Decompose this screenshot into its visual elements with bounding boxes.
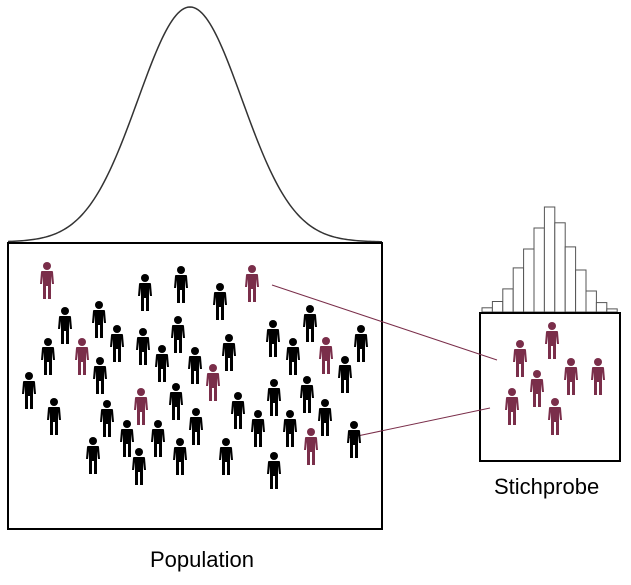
person-icon bbox=[93, 357, 107, 394]
person-icon bbox=[100, 400, 114, 437]
person-icon bbox=[283, 410, 297, 447]
sample-person-icon bbox=[505, 388, 519, 425]
person-icon bbox=[155, 345, 169, 382]
population-box bbox=[7, 242, 383, 530]
sampling-connector-line bbox=[271, 284, 498, 361]
person-icon bbox=[169, 383, 183, 420]
person-icon bbox=[41, 338, 55, 375]
person-icon bbox=[136, 328, 150, 365]
histogram-bar bbox=[543, 206, 556, 313]
sample-label: Stichprobe bbox=[494, 474, 600, 499]
histogram-bar bbox=[595, 302, 608, 313]
person-icon bbox=[58, 307, 72, 344]
person-icon bbox=[174, 266, 188, 303]
person-icon bbox=[231, 392, 245, 429]
person-icon bbox=[267, 379, 281, 416]
person-icon bbox=[151, 420, 165, 457]
person-icon bbox=[219, 438, 233, 475]
person-icon bbox=[222, 334, 236, 371]
person-icon bbox=[338, 356, 352, 393]
histogram-bar bbox=[575, 269, 587, 313]
person-icon bbox=[251, 410, 265, 447]
sample-people bbox=[505, 322, 605, 435]
sample-person-icon bbox=[530, 370, 544, 407]
sample-distribution-histogram bbox=[481, 206, 618, 313]
person-icon bbox=[138, 274, 152, 311]
person-icon bbox=[189, 408, 203, 445]
person-icon bbox=[266, 320, 280, 357]
sampled-person-icon bbox=[304, 428, 318, 465]
sampled-person-icon bbox=[40, 262, 54, 299]
person-icon bbox=[22, 372, 36, 409]
person-icon bbox=[173, 438, 187, 475]
person-icon bbox=[47, 398, 61, 435]
histogram-bar bbox=[491, 301, 504, 313]
person-icon bbox=[120, 420, 134, 457]
person-icon bbox=[110, 325, 124, 362]
person-icon bbox=[86, 437, 100, 474]
sampled-person-icon bbox=[206, 364, 220, 401]
person-icon bbox=[92, 301, 106, 338]
histogram-bar bbox=[606, 308, 618, 313]
person-icon bbox=[286, 338, 300, 375]
sample-person-icon bbox=[545, 322, 559, 359]
person-icon bbox=[171, 316, 185, 353]
sample-person-icon bbox=[591, 358, 605, 395]
sampled-person-icon bbox=[134, 388, 148, 425]
histogram-bar bbox=[502, 288, 514, 313]
sampled-person-icon bbox=[319, 337, 333, 374]
sampled-person-icon bbox=[245, 265, 259, 302]
histogram-bar bbox=[533, 227, 545, 313]
person-icon bbox=[132, 448, 146, 485]
person-icon bbox=[347, 421, 361, 458]
histogram-bar bbox=[554, 222, 566, 313]
sample-person-icon bbox=[513, 340, 527, 377]
histogram-bar bbox=[585, 290, 597, 313]
person-icon bbox=[300, 376, 314, 413]
person-icon bbox=[213, 283, 227, 320]
sample-person-icon bbox=[548, 398, 562, 435]
population-people bbox=[22, 262, 368, 489]
histogram-bar bbox=[523, 248, 535, 313]
person-icon bbox=[188, 347, 202, 384]
histogram-bar bbox=[564, 246, 577, 313]
person-icon bbox=[354, 325, 368, 362]
histogram-bar bbox=[481, 307, 493, 313]
person-icon bbox=[267, 452, 281, 489]
population-distribution-curve bbox=[7, 6, 383, 243]
sampling-connector-line bbox=[347, 407, 491, 439]
person-icon bbox=[303, 305, 317, 342]
sampled-person-icon bbox=[75, 338, 89, 375]
population-label: Population bbox=[150, 547, 254, 572]
sample-person-icon bbox=[564, 358, 578, 395]
histogram-bar bbox=[512, 267, 525, 313]
sample-box bbox=[479, 312, 621, 462]
person-icon bbox=[318, 399, 332, 436]
